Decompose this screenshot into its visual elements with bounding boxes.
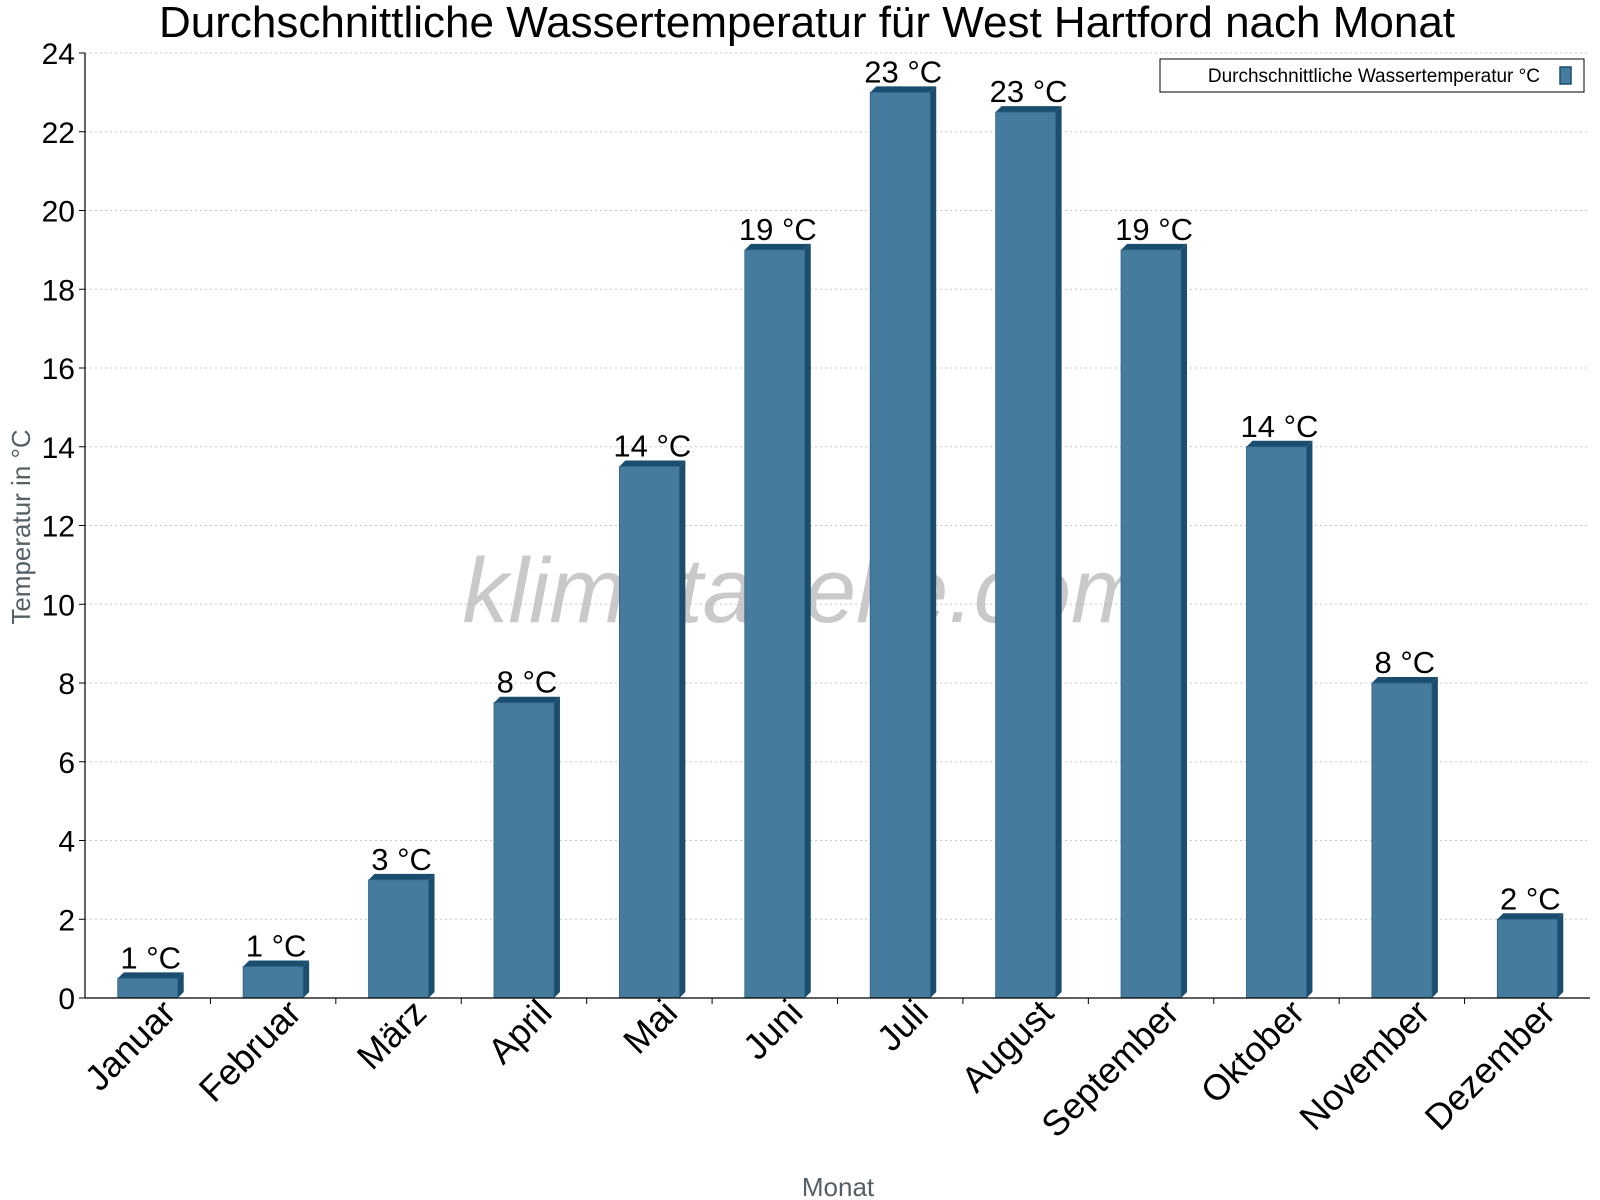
data-label: 19 °C: [1115, 212, 1193, 247]
bar-side: [1181, 243, 1188, 998]
x-tick-label: Mai: [615, 992, 685, 1062]
bar-side: [804, 243, 811, 998]
bar-top: [619, 460, 686, 467]
bar-side: [679, 460, 686, 998]
bar: [618, 460, 686, 999]
bar-side: [1431, 677, 1438, 998]
y-tick-label: 16: [42, 353, 75, 386]
x-axis-label: Monat: [802, 1172, 875, 1200]
bar: [869, 86, 937, 999]
bar-top: [870, 86, 937, 93]
bar: [995, 106, 1062, 999]
bar: [1371, 677, 1438, 999]
bar-face: [368, 879, 429, 999]
data-label: 23 °C: [864, 54, 942, 89]
y-tick-label: 2: [58, 904, 75, 937]
bar-face: [995, 111, 1057, 999]
data-label: 14 °C: [1241, 409, 1319, 444]
bar: [368, 873, 435, 999]
bar-top: [995, 106, 1062, 113]
y-tick-label: 8: [58, 668, 75, 701]
x-tick-label: April: [480, 992, 560, 1072]
bar-face: [1371, 682, 1433, 999]
bar-face: [1496, 918, 1558, 999]
bar-side: [177, 972, 184, 998]
bar-top: [493, 696, 560, 703]
x-tick-label: Juni: [735, 992, 811, 1068]
bar-top: [744, 243, 811, 250]
bar: [1246, 440, 1313, 999]
bar: [493, 696, 560, 999]
x-tick-label: Oktober: [1193, 992, 1313, 1112]
bar-face: [869, 91, 931, 999]
bar-face: [744, 249, 806, 999]
bar: [242, 960, 310, 999]
y-tick-label: 10: [42, 589, 75, 622]
data-label: 1 °C: [120, 940, 181, 975]
y-tick-label: 12: [42, 511, 75, 544]
legend-swatch: [1559, 66, 1572, 85]
y-tick-label: 4: [58, 826, 75, 859]
bar: [744, 243, 811, 999]
y-axis-label: Temperatur in °C: [6, 429, 36, 624]
x-tick-label: August: [953, 992, 1061, 1100]
bar-face: [1120, 249, 1182, 999]
x-tick-label: Januar: [77, 992, 184, 1099]
bar-top: [1497, 913, 1564, 920]
bar-side: [930, 86, 937, 998]
bar-top: [1246, 440, 1313, 447]
legend-label: Durchschnittliche Wassertemperatur °C: [1208, 66, 1540, 87]
data-label: 8 °C: [1375, 645, 1436, 680]
y-tick-label: 18: [42, 274, 75, 307]
data-label: 14 °C: [613, 428, 691, 463]
x-tick-label: Juli: [869, 992, 936, 1059]
legend-box: [1159, 58, 1585, 93]
y-tick-label: 0: [58, 983, 75, 1016]
x-tick-label: Februar: [191, 992, 309, 1110]
bar-face: [493, 702, 555, 999]
y-tick-label: 20: [42, 196, 75, 229]
data-label: 23 °C: [990, 74, 1068, 109]
y-tick-label: 6: [58, 747, 75, 780]
bar: [117, 972, 184, 999]
bar-top: [1121, 243, 1188, 250]
bar: [1120, 243, 1188, 999]
x-axis-ticks: Januar Februar März April Mai Juni Juli AugustS…: [77, 992, 1563, 1146]
chart-title: Durchschnittliche Wassertemperatur für W…: [159, 0, 1455, 47]
bar-side: [1557, 913, 1564, 998]
bar-side: [1055, 106, 1062, 998]
data-labels: 1 °C 1 °C 3 °C 8 °C 14 °C 19 °C 23 °C 23 °C 19 °…: [120, 54, 1560, 975]
data-label: 8 °C: [497, 665, 558, 700]
bar-side: [1306, 440, 1313, 998]
bar-top: [243, 960, 310, 967]
bar-face: [618, 466, 680, 999]
y-tick-label: 14: [42, 432, 75, 465]
x-tick-label: Dezember: [1417, 992, 1563, 1138]
bar-side: [553, 696, 560, 998]
y-tick-label: 22: [42, 117, 75, 150]
x-tick-label: März: [349, 992, 435, 1078]
grid: [85, 52, 1590, 920]
bar-side: [428, 873, 435, 998]
bar-top: [117, 972, 184, 979]
bar-side: [303, 960, 310, 998]
bar-face: [242, 966, 304, 999]
y-tick-label: 24: [42, 38, 75, 71]
data-label: 2 °C: [1500, 881, 1561, 916]
x-tick-label: September: [1033, 992, 1187, 1146]
x-tick-label: November: [1291, 992, 1437, 1138]
bars: [117, 86, 1564, 999]
bar-face: [1246, 446, 1307, 999]
data-label: 19 °C: [739, 212, 817, 247]
legend: Durchschnittliche Wassertemperatur °C: [1159, 58, 1585, 93]
data-label: 3 °C: [371, 842, 432, 877]
bar-top: [1371, 677, 1438, 683]
bar: [1496, 913, 1564, 999]
bar-top: [368, 873, 435, 880]
bar-face: [117, 977, 179, 999]
data-label: 1 °C: [246, 929, 307, 964]
